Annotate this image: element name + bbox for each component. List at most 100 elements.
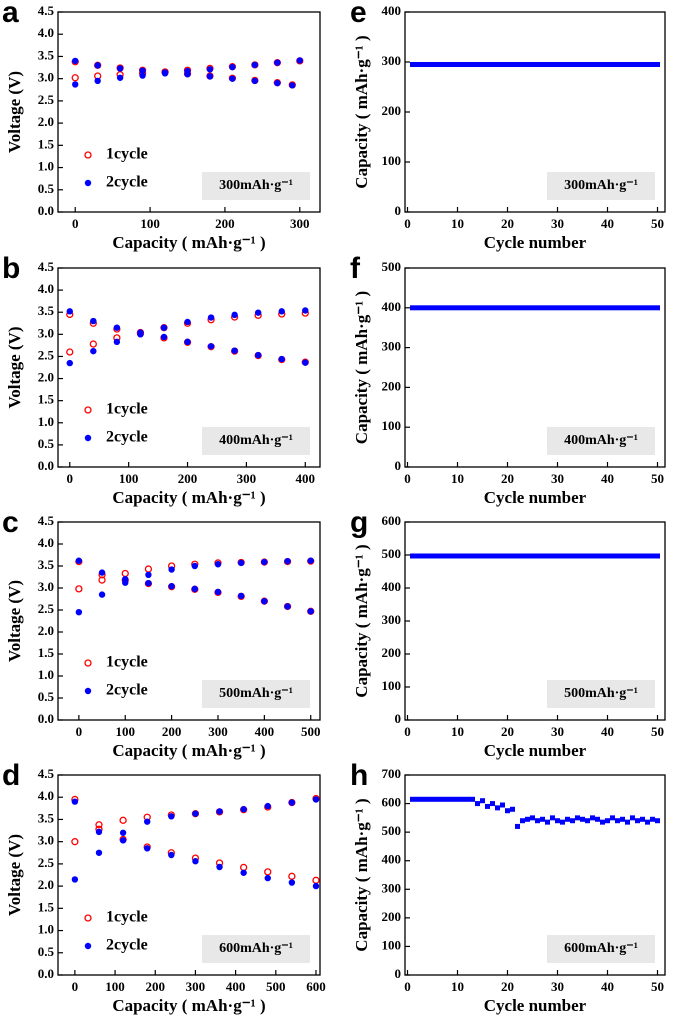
data-point [420,62,425,67]
data-point [570,818,575,824]
x-tick-label: 200 [178,471,198,486]
data-point [535,818,540,824]
data-point [590,553,595,559]
y-tick-label: 2.0 [38,114,54,129]
y-tick-label: 0 [395,711,402,726]
y-tick-label: 0 [395,966,402,981]
x-tick-label: 100 [140,216,160,231]
y-tick-label: 500 [382,259,402,274]
data-point [535,305,540,311]
data-point [505,808,510,814]
legend-label: 2cycle [106,429,148,446]
data-point [168,851,175,859]
panel-label: b [2,252,20,285]
x-tick-label: 100 [115,724,135,739]
x-tick-label: 300 [290,216,310,231]
data-point [98,576,106,584]
x-tick-label: 30 [551,216,564,231]
data-point [520,62,525,67]
data-point [450,796,455,802]
data-point [445,305,450,311]
data-point [455,305,460,311]
data-point [94,62,101,69]
annotation-box [547,935,655,963]
x-tick-label: 40 [601,979,614,994]
data-point [500,553,505,559]
data-point [168,566,175,573]
data-point [485,62,490,67]
y-tick-label: 0.5 [38,689,55,704]
data-point [540,305,545,311]
data-point [605,553,610,559]
data-point [139,67,146,74]
x-tick-label: 300 [186,979,206,994]
y-tick-label: 0.0 [38,711,54,726]
data-point [455,796,460,802]
data-point [595,62,600,67]
y-tick-label: 2.5 [38,855,55,870]
data-point [425,305,430,311]
x-tick-label: 400 [255,724,275,739]
data-point [610,62,615,67]
x-tick-label: 0 [76,724,83,739]
data-point [445,553,450,559]
data-point [312,796,320,803]
data-point [192,858,199,865]
data-point [545,819,550,825]
y-tick-label: 3.0 [38,833,54,848]
legend-marker [84,179,92,187]
x-tick-label: 300 [208,724,228,739]
data-point [470,62,475,67]
legend-label: 1cycle [106,654,148,671]
data-point [500,802,505,808]
data-point [72,81,79,88]
x-tick-label: 100 [105,979,125,994]
data-point [229,75,236,82]
data-point [575,305,580,311]
data-point [240,806,247,813]
data-point [206,66,214,73]
data-point [635,305,640,311]
y-tick-label: 100 [382,153,402,168]
annotation-box [202,172,310,200]
data-point [237,559,245,567]
data-point [525,553,530,559]
data-point [475,553,480,559]
data-point [440,796,445,802]
data-point [645,553,650,559]
data-point [71,838,79,846]
data-point [274,79,281,87]
data-point [288,872,296,880]
data-point [460,553,465,559]
data-point [302,359,309,366]
data-point [595,305,600,311]
y-tick-label: 2.0 [38,877,54,892]
data-point [550,62,555,67]
data-point [630,815,635,821]
data-point [168,583,175,590]
x-tick-label: 100 [119,471,139,486]
data-point [207,343,215,350]
data-point [565,62,570,67]
data-point [75,609,83,616]
y-tick-label: 400 [382,3,402,18]
annotation-box [547,427,655,455]
data-point [615,305,620,311]
y-tick-label: 1.5 [38,136,55,151]
x-tick-label: 20 [501,724,514,739]
y-tick-label: 1.5 [38,645,55,660]
y-tick-label: 1.5 [38,899,55,914]
y-tick-label: 3.0 [38,325,54,340]
annotation-box [202,680,310,708]
y-tick-label: 4.0 [38,281,54,296]
data-point [207,314,215,321]
data-point [71,876,79,883]
data-point [261,558,268,566]
data-point [560,553,565,559]
data-point [475,62,480,67]
data-point [113,338,121,346]
y-axis-label: Capacity ( mAh·g⁻¹ ) [352,291,371,444]
data-point [615,62,620,67]
data-point [655,62,660,67]
